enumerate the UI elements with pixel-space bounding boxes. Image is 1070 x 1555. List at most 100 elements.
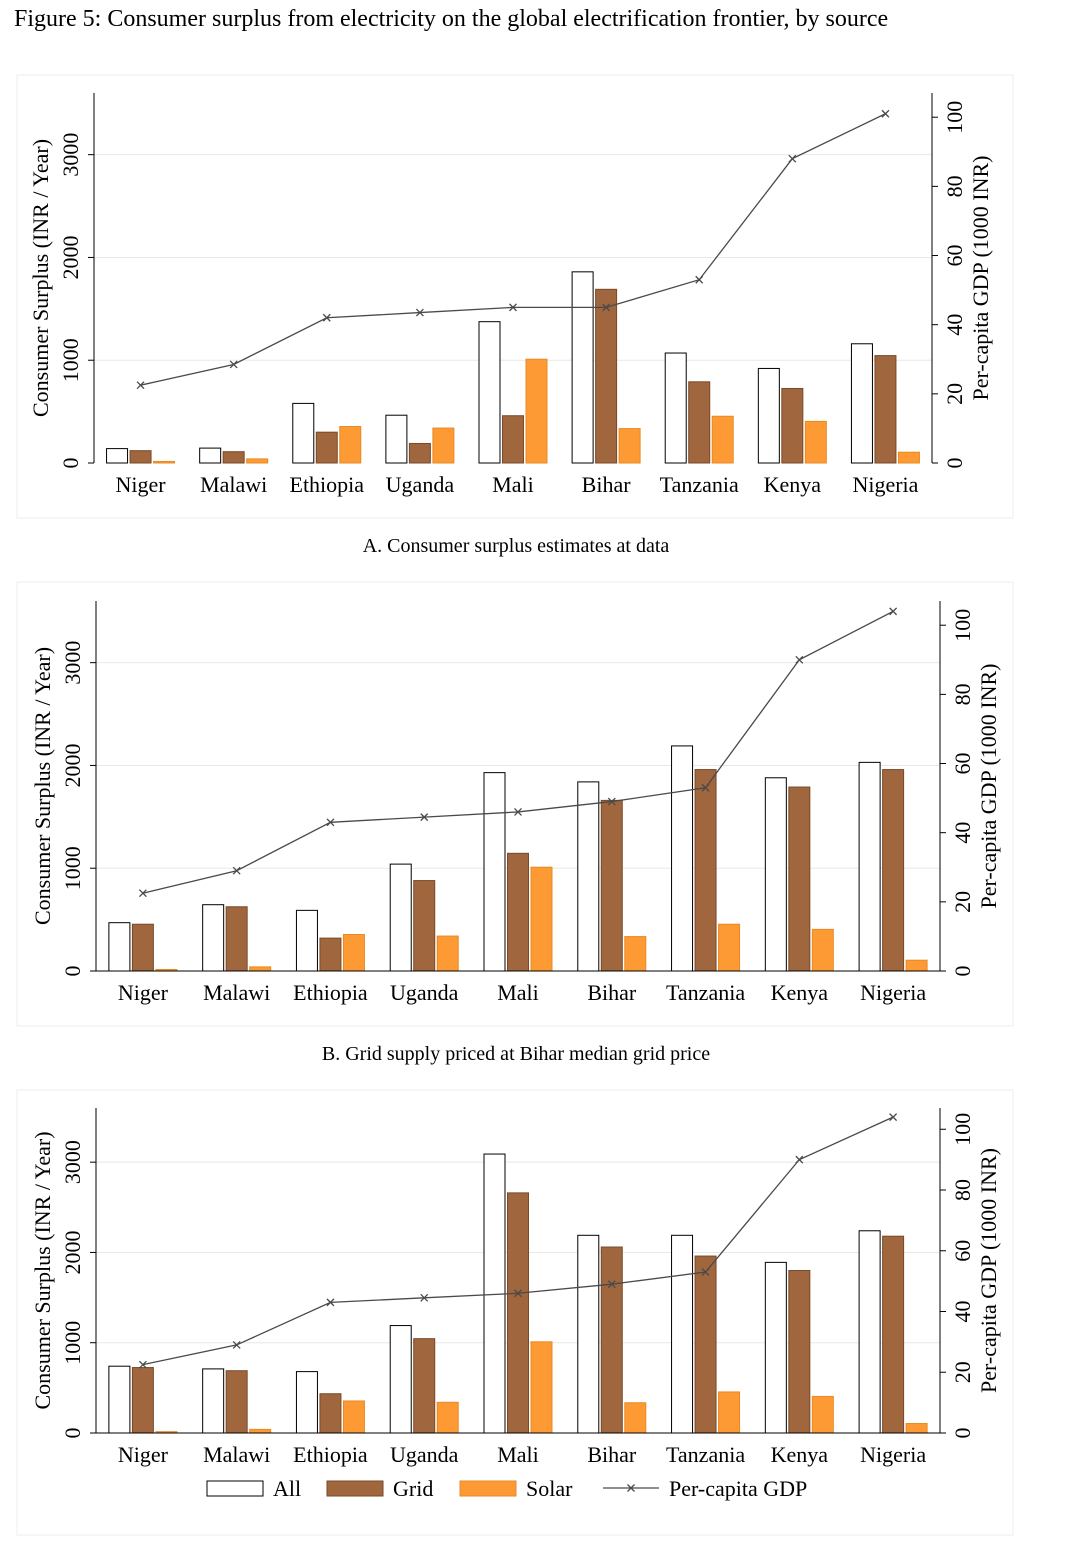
x-tick-label-malawi: Malawi (203, 980, 270, 1005)
bar-all-niger (108, 1365, 131, 1434)
bar-solar-kenya (811, 1395, 834, 1434)
bar-solar-nigeria (897, 451, 920, 464)
panel-caption: B. Grid supply priced at Bihar median gr… (322, 1043, 710, 1065)
chart-panel-1: 0 1000 2000 3000 0 20 40 60 80 100 Niger Malawi Ethi… (16, 74, 1014, 519)
y-tick-label: 3000 (60, 1140, 85, 1184)
y2-tick-label: 40 (950, 1301, 975, 1323)
bar-all-niger (108, 922, 131, 972)
y2-tick-label: 100 (950, 609, 975, 642)
panel-frame (16, 581, 1014, 1027)
x-tick-label-kenya: Kenya (764, 472, 822, 497)
bar-all-kenya (764, 1261, 787, 1434)
bar-solar-bihar (624, 936, 647, 972)
bar-solar-niger (153, 460, 176, 464)
bar-solar-bihar (618, 428, 641, 464)
bar-solar-tanzania (711, 415, 734, 464)
panel-caption: A. Consumer surplus estimates at data (363, 535, 670, 557)
y2-tick-label: 100 (950, 1113, 975, 1146)
y2-tick-label: 100 (942, 101, 967, 134)
gdp-point-nigeria (889, 1113, 898, 1122)
y2-tick-label: 20 (950, 1361, 975, 1383)
gdp-point-tanzania (695, 275, 704, 284)
bar-grid-malawi (222, 451, 245, 464)
x-tick-label-niger: Niger (116, 472, 167, 497)
bar-solar-malawi (249, 966, 272, 972)
y-tick-label: 0 (58, 458, 83, 469)
y2-tick-label: 60 (950, 1240, 975, 1262)
y2-tick-label: 0 (950, 966, 975, 977)
bar-all-kenya (764, 777, 787, 972)
bar-solar-ethiopia (339, 426, 362, 464)
y2-tick-label: 80 (950, 1179, 975, 1201)
gdp-point-nigeria (881, 109, 890, 118)
x-tick-label-niger: Niger (118, 980, 169, 1005)
bar-grid-mali (507, 852, 529, 972)
gdp-point-ethiopia (322, 313, 331, 322)
bar-grid-nigeria (874, 355, 897, 464)
bar-grid-ethiopia (315, 431, 338, 464)
bar-grid-nigeria (882, 769, 905, 972)
bar-grid-uganda (413, 1338, 436, 1434)
bar-grid-kenya (788, 786, 811, 972)
bar-all-tanzania (671, 745, 694, 972)
bar-solar-nigeria (905, 959, 928, 972)
bar-all-nigeria (858, 761, 881, 972)
bar-solar-kenya (804, 420, 827, 464)
gdp-point-ethiopia (326, 818, 335, 827)
x-tick-label-mali: Mali (492, 472, 534, 497)
figure-title: Figure 5: Consumer surplus from electric… (14, 6, 889, 32)
x-tick-label-ethiopia: Ethiopia (293, 980, 368, 1005)
y-tick-label: 2000 (58, 235, 83, 279)
bar-all-uganda (389, 863, 412, 972)
x-tick-label-bihar: Bihar (582, 472, 632, 497)
x-tick-label-bihar: Bihar (587, 1442, 637, 1467)
bar-all-bihar (577, 1234, 600, 1434)
gdp-point-mali (514, 1289, 522, 1298)
bar-grid-tanzania (694, 769, 717, 972)
gdp-point-tanzania (701, 783, 710, 792)
gdp-point-uganda (420, 1293, 429, 1302)
gdp-point-tanzania (701, 1268, 710, 1276)
bar-grid-uganda (408, 442, 431, 464)
bar-grid-malawi (225, 906, 248, 972)
x-tick-label-mali: Mali (497, 1442, 539, 1467)
gdp-point-uganda (420, 813, 429, 822)
gdp-point-niger (138, 889, 147, 898)
gdp-point-bihar (602, 303, 611, 312)
bar-all-mali (483, 772, 506, 972)
gdp-point-nigeria (889, 607, 898, 616)
chart-panel-2: 0 1000 2000 3000 0 20 40 60 80 100 Niger Malawi Ethi… (16, 581, 1014, 1027)
bar-grid-uganda (413, 880, 436, 972)
bar-grid-tanzania (694, 1255, 717, 1434)
y-tick-label: 0 (60, 1428, 85, 1439)
x-tick-label-mali: Mali (497, 980, 539, 1005)
bar-solar-bihar (624, 1402, 647, 1434)
bar-grid-tanzania (688, 381, 711, 464)
x-tick-label-nigeria: Nigeria (852, 472, 918, 497)
y2-tick-label: 60 (950, 753, 975, 775)
legend-swatch-all (206, 1480, 264, 1497)
panel-frame (16, 74, 1014, 519)
y-tick-label: 1000 (60, 846, 85, 890)
bar-all-kenya (757, 367, 780, 464)
bar-solar-ethiopia (342, 1400, 365, 1434)
x-tick-label-bihar: Bihar (587, 980, 637, 1005)
bar-all-nigeria (858, 1230, 881, 1434)
y2-tick-label: 40 (950, 822, 975, 844)
y-axis-title: Consumer Surplus (INR / Year) (30, 647, 55, 925)
x-tick-label-niger: Niger (118, 1442, 169, 1467)
gdp-point-kenya (795, 1155, 804, 1164)
bar-solar-ethiopia (342, 934, 365, 972)
legend-marker-gdp (627, 1484, 635, 1492)
gdp-point-ethiopia (326, 1298, 335, 1307)
chart-panel-3: 0 1000 2000 3000 0 20 40 60 80 100 Niger Malawi Ethi… (16, 1089, 1014, 1536)
bar-grid-bihar (600, 799, 623, 972)
y2-axis-title: Per-capita GDP (1000 INR) (968, 156, 993, 401)
bar-solar-uganda (432, 427, 455, 464)
legend-swatch-solar (459, 1480, 517, 1497)
bar-all-ethiopia (295, 1371, 318, 1434)
y2-tick-label: 20 (942, 383, 967, 405)
bar-all-ethiopia (292, 402, 315, 464)
x-tick-label-uganda: Uganda (390, 980, 459, 1005)
